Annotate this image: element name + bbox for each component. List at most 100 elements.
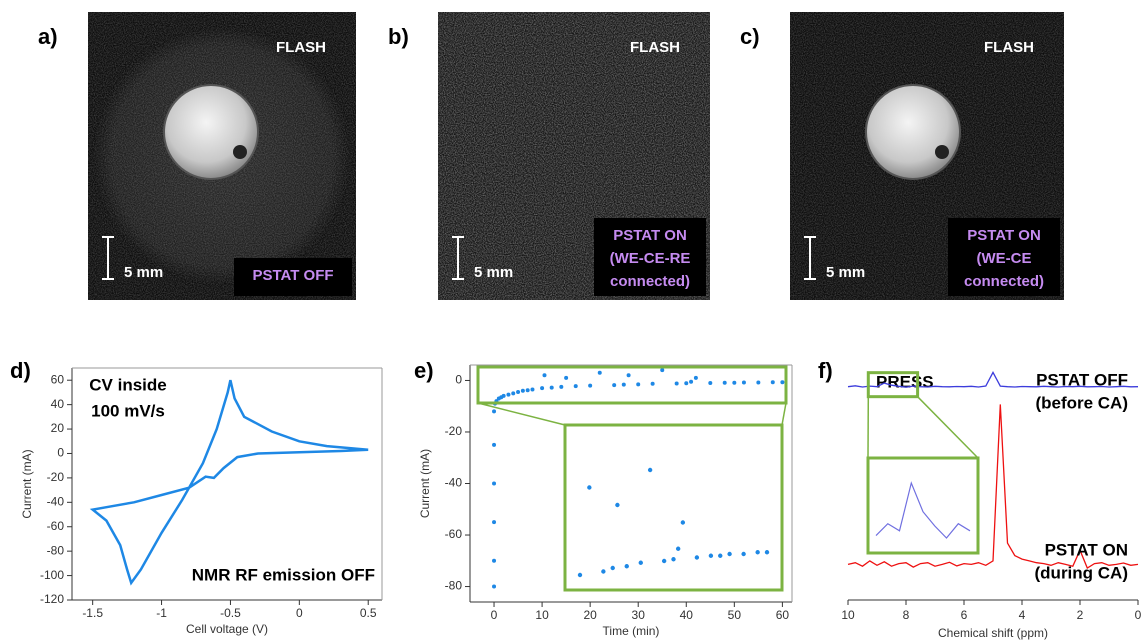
x-tick-label: -1 [156,606,167,620]
sample-disc [865,84,961,180]
panel-label: e) [414,358,434,383]
y-tick-label: -40 [47,494,65,508]
data-point [559,384,564,389]
data-point [501,393,506,398]
x-tick-label: 0 [491,608,498,622]
y-axis-title: Current (mA) [418,449,432,518]
legend-note: (during CA) [1035,563,1128,582]
status-box [948,218,1060,296]
legend-note: (before CA) [1035,393,1128,412]
spectrum-title: PRESS [876,372,934,391]
data-point [684,381,689,386]
x-tick-label: 4 [1019,608,1026,622]
data-point [540,386,545,391]
inset-point [601,569,606,574]
data-point [511,391,516,396]
data-point [689,379,694,384]
data-point [621,382,626,387]
electrode [935,145,949,159]
y-tick-label: 0 [57,446,64,460]
status-box [594,218,706,296]
inset-point [587,485,592,490]
inset-point [615,502,620,508]
y-tick-label: 60 [51,372,65,386]
x-tick-label: -1.5 [82,606,103,620]
inset-point [647,467,653,473]
inset-point [694,555,700,560]
y-tick-label: -20 [47,470,65,484]
x-tick-label: 10 [841,608,855,622]
data-point [492,520,497,525]
inset-point [624,564,629,569]
y-tick-label: 0 [455,373,462,387]
electrode [233,145,247,159]
y-tick-label: -80 [47,543,65,557]
spectrum-line [847,404,1139,569]
y-tick-label: -40 [445,476,463,490]
data-point [492,558,497,563]
data-point [732,380,737,385]
panel-label: d) [10,358,31,383]
data-point [660,368,665,373]
status-text: connected) [964,273,1044,290]
status-text: PSTAT ON [967,227,1041,244]
data-point [492,442,497,447]
x-tick-label: 40 [680,608,694,622]
scale-label: 5 mm [124,264,163,281]
inset-point [610,565,615,571]
data-point [492,409,497,414]
zoom-box [866,371,920,399]
cv-curve [89,379,369,586]
status-text: PSTAT OFF [252,267,333,284]
spectrum-line [847,371,1139,388]
x-tick-label: 0 [296,606,303,620]
inset-box [563,423,784,592]
status-text: (WE-CE-RE [610,250,691,267]
x-tick-label: 60 [776,608,790,622]
annotation: CV inside [89,375,166,394]
x-axis-title: Time (min) [603,624,660,638]
inset-box [866,456,980,555]
inset-point [671,557,676,562]
data-point [650,381,655,386]
inset-point [718,553,723,558]
data-point [492,481,497,486]
data-point [636,382,641,387]
data-point [506,392,511,397]
inset-point [727,551,732,557]
y-tick-label: 20 [51,421,65,435]
panel-label: f) [818,358,833,383]
x-tick-label: 10 [535,608,549,622]
data-point [693,375,698,380]
panel-label: c) [740,24,760,49]
annotation: NMR RF emission OFF [192,565,375,584]
panel-label: b) [388,24,409,49]
scale-label: 5 mm [826,264,865,281]
data-point [770,380,775,385]
data-point [516,390,521,395]
data-point [564,375,569,380]
sequence-label: FLASH [276,39,326,56]
data-point [573,384,578,389]
sequence-label: FLASH [984,39,1034,56]
x-tick-label: 0 [1135,608,1142,622]
status-text: PSTAT ON [613,227,687,244]
zoom-box [476,365,788,405]
x-tick-label: -0.5 [220,606,241,620]
inset-point [577,572,583,578]
x-tick-label: 2 [1077,608,1084,622]
data-point [520,388,525,393]
y-tick-label: -60 [47,519,65,533]
data-point [542,373,547,378]
inset-point [661,558,667,564]
y-tick-label: -20 [445,424,463,438]
y-tick-label: -60 [445,527,463,541]
data-point [530,387,535,392]
legend-name: PSTAT ON [1045,540,1128,559]
x-tick-label: 20 [583,608,597,622]
zoom-connector [477,402,566,426]
status-box [234,258,352,296]
status-text: (WE-CE [977,250,1032,267]
sequence-label: FLASH [630,39,680,56]
